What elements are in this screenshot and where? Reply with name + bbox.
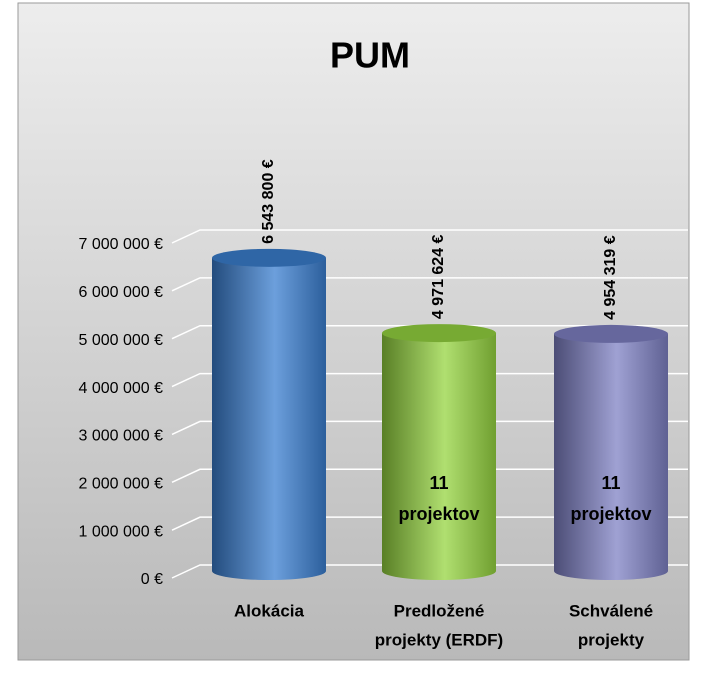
- bar-top: [382, 324, 496, 343]
- grid-line: [171, 420, 688, 436]
- x-tick-label: Schválené: [569, 601, 653, 620]
- grid-line: [171, 277, 688, 292]
- y-tick-label: 4 000 000 €: [78, 380, 163, 397]
- bar-annotation: 11: [601, 473, 620, 493]
- x-tick-label: Alokácia: [234, 601, 304, 620]
- y-tick-label: 7 000 000 €: [78, 236, 163, 253]
- grid-line: [171, 564, 688, 579]
- bar-top: [554, 324, 668, 343]
- y-tick-label: 3 000 000 €: [78, 428, 163, 445]
- grid-line: [171, 468, 688, 483]
- x-tick-label: projekty (ERDF): [375, 630, 503, 649]
- y-tick-label: 6 000 000 €: [78, 284, 163, 301]
- x-tick-label: Predložené: [394, 601, 485, 620]
- value-label: 4 971 624 €: [430, 234, 447, 319]
- grid-line: [171, 372, 688, 388]
- bar: [382, 333, 496, 580]
- bar-top: [212, 248, 326, 267]
- value-label: 6 543 800 €: [260, 159, 277, 244]
- y-tick-label: 5 000 000 €: [78, 332, 163, 349]
- bar-annotation: 11: [429, 473, 448, 493]
- bar: [212, 257, 326, 580]
- chart-title: PUM: [330, 35, 410, 76]
- y-tick-label: 1 000 000 €: [78, 523, 163, 540]
- grid-line: [171, 324, 688, 340]
- bar-annotation: projektov: [398, 504, 479, 524]
- grid-line: [171, 516, 688, 531]
- y-tick-label: 2 000 000 €: [78, 476, 163, 493]
- bar: [554, 333, 668, 580]
- value-label: 4 954 319 €: [602, 235, 619, 320]
- grid-line: [171, 229, 688, 244]
- bar-annotation: projektov: [570, 504, 651, 524]
- y-tick-label: 0 €: [141, 571, 163, 588]
- x-tick-label: projekty: [578, 630, 645, 649]
